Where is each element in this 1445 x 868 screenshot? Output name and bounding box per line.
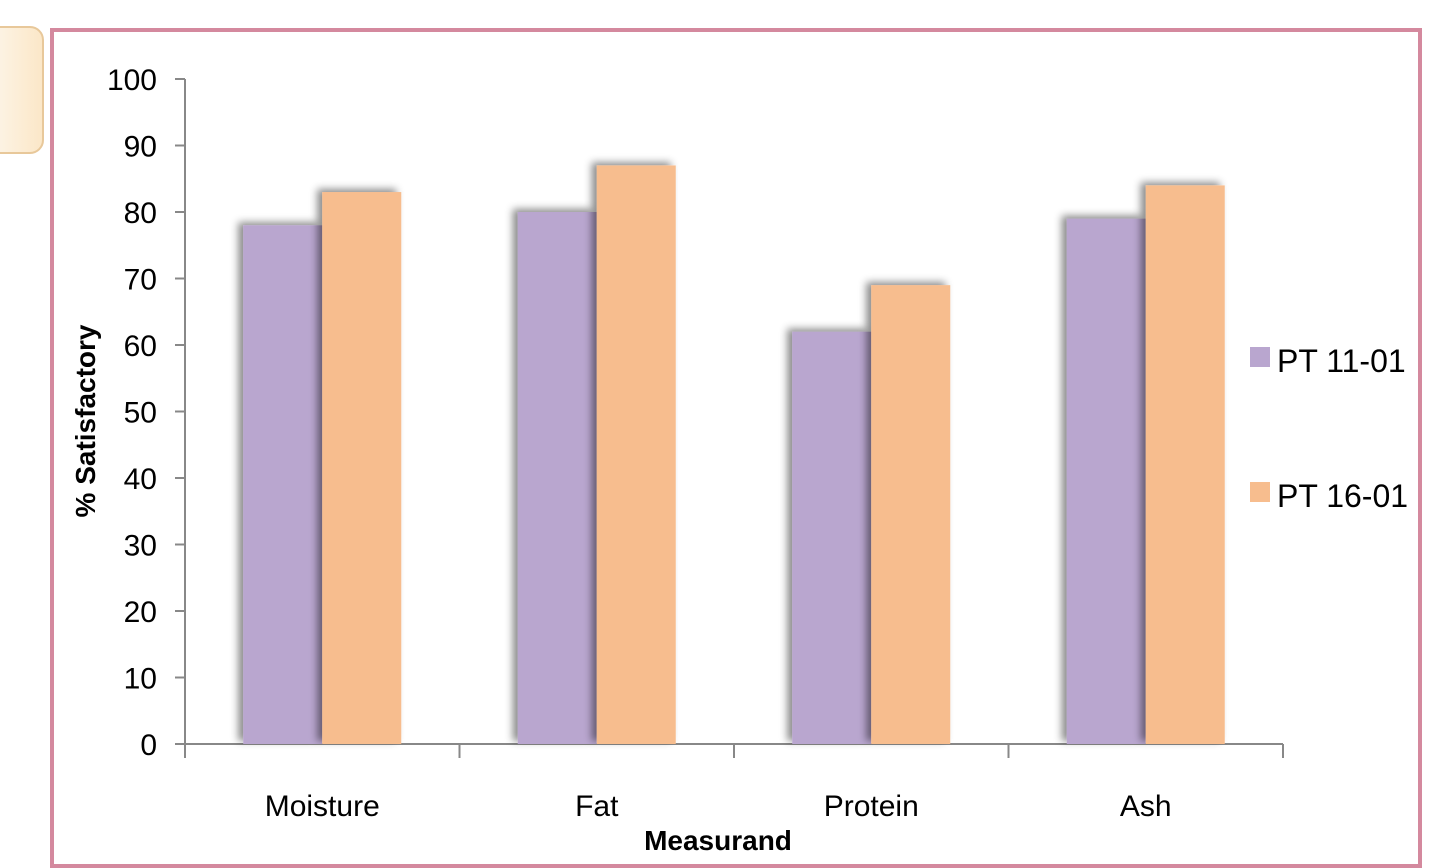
bar-protein-pt-11-01 — [792, 331, 872, 744]
bar-fat-pt-11-01 — [517, 212, 597, 744]
y-tick-label: 10 — [124, 663, 157, 696]
y-tick-label: 60 — [124, 330, 157, 363]
bar-ash-pt-11-01 — [1066, 218, 1146, 744]
x-tick-label: Ash — [1120, 790, 1172, 823]
y-tick-label: 20 — [124, 596, 157, 629]
y-tick-label: 70 — [124, 264, 157, 297]
x-tick-label: Fat — [575, 790, 619, 823]
legend: PT 11-01 PT 16-01 — [1250, 343, 1408, 514]
x-tick-label: Moisture — [265, 790, 380, 823]
bar-ash-pt-16-01 — [1145, 185, 1225, 744]
y-tick-label: 100 — [107, 64, 157, 97]
legend-swatch — [1250, 347, 1270, 367]
y-tick-label: 90 — [124, 131, 157, 164]
x-axis: Moisture Fat Protein Ash — [184, 743, 1284, 823]
side-panel-tab[interactable] — [0, 26, 44, 154]
y-tick-label: 40 — [124, 463, 157, 496]
legend-label: PT 11-01 — [1277, 343, 1406, 379]
x-axis-title: Measurand — [644, 825, 792, 855]
bar-moisture-pt-16-01 — [322, 192, 402, 745]
bar-moisture-pt-11-01 — [243, 225, 323, 745]
y-tick-label: 30 — [124, 530, 157, 563]
y-tick-label: 0 — [140, 729, 157, 762]
bar-protein-pt-16-01 — [871, 285, 951, 744]
x-tick-label: Protein — [824, 790, 919, 823]
y-tick-label: 50 — [124, 397, 157, 430]
y-axis: 0 10 20 30 40 50 60 70 80 90 100 — [107, 64, 186, 762]
y-axis-title: % Satisfactory — [70, 324, 101, 517]
legend-label: PT 16-01 — [1277, 478, 1408, 514]
legend-swatch — [1250, 482, 1270, 502]
bars — [243, 165, 1225, 745]
bar-fat-pt-16-01 — [596, 165, 676, 744]
y-tick-label: 80 — [124, 197, 157, 230]
